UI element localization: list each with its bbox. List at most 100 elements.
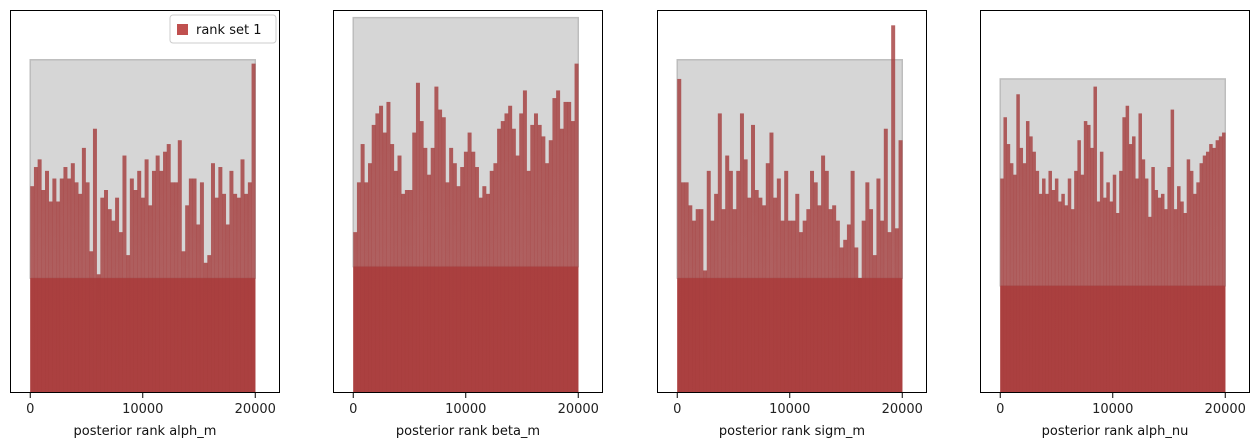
histogram-bar <box>155 155 160 393</box>
histogram-bar <box>1164 209 1168 393</box>
histogram-bar <box>45 170 49 393</box>
histogram-bar <box>556 90 561 394</box>
histogram-bar <box>70 163 75 393</box>
histogram-bar <box>791 220 796 393</box>
histogram-bar <box>1051 190 1056 393</box>
histogram-bar <box>41 190 46 393</box>
histogram-bar <box>530 124 535 394</box>
histogram-bar <box>1035 170 1040 393</box>
axes-frame <box>980 10 1250 393</box>
histogram-bar <box>692 220 696 393</box>
histogram-bar <box>754 190 759 393</box>
histogram-bar <box>802 220 807 393</box>
histogram-bar <box>1016 94 1020 393</box>
histogram-bar <box>196 224 201 393</box>
histogram-bar <box>33 167 38 393</box>
histogram-bar <box>236 197 241 393</box>
histogram-bar <box>1218 136 1223 393</box>
histogram-bar <box>430 147 435 393</box>
histogram-bar <box>1128 144 1133 393</box>
histogram-bar <box>1125 105 1130 393</box>
histogram-bar <box>1177 186 1181 393</box>
histogram-bar <box>1186 159 1191 393</box>
histogram-bar <box>1080 174 1085 393</box>
x-axis-label: posterior rank alph_m <box>74 424 217 439</box>
histogram-bar <box>159 170 164 393</box>
histogram-bar <box>1199 163 1204 393</box>
x-axis-label: posterior rank beta_m <box>396 424 540 439</box>
histogram-bar <box>452 163 457 393</box>
histogram-bar <box>360 144 365 393</box>
histogram-bar <box>1115 212 1120 393</box>
histogram-bar <box>74 182 79 393</box>
histogram-bar <box>210 163 215 393</box>
histogram-bar <box>1205 151 1210 393</box>
histogram-bar <box>1000 178 1004 393</box>
histogram-bar <box>1087 124 1091 394</box>
histogram-bar <box>810 170 815 393</box>
histogram-bar <box>356 182 361 393</box>
histogram-bar <box>717 113 722 393</box>
histogram-bar <box>824 170 829 393</box>
histogram-bar <box>225 224 230 393</box>
histogram-bar <box>63 167 68 393</box>
histogram-bar <box>1135 178 1139 393</box>
histogram-bar <box>563 101 568 394</box>
histogram-bar <box>1090 147 1094 393</box>
histogram-bar <box>1151 167 1155 393</box>
histogram-bar <box>1196 182 1200 393</box>
histogram-bar <box>688 205 693 393</box>
histogram-bar <box>1013 174 1017 393</box>
histogram-bar <box>393 170 398 393</box>
histogram-bar <box>846 224 851 393</box>
histogram-bar <box>177 140 182 393</box>
histogram-bar <box>880 220 885 393</box>
histogram-bar <box>857 278 862 393</box>
histogram-bar <box>843 239 848 393</box>
histogram-bar <box>798 232 803 393</box>
histogram-bar <box>1067 178 1072 393</box>
histogram-bar <box>1025 121 1030 393</box>
axes-frame <box>10 10 280 393</box>
histogram-bar <box>769 132 774 393</box>
histogram-bar <box>118 232 123 393</box>
histogram-bar <box>126 255 131 393</box>
histogram-bar <box>78 193 83 393</box>
histogram-bar <box>887 232 892 393</box>
histogram-bar <box>1042 178 1046 393</box>
histogram-bar <box>56 201 61 393</box>
histogram-bar <box>404 190 409 393</box>
histogram-bar <box>67 178 72 393</box>
histogram-bar <box>787 220 792 393</box>
histogram-bar <box>695 209 700 393</box>
histogram-bar <box>1003 117 1007 394</box>
histogram-bar <box>784 170 789 393</box>
histogram-bar <box>861 220 866 393</box>
histogram-bar <box>412 132 417 393</box>
histogram-bar <box>1106 182 1110 393</box>
histogram-bar <box>1157 197 1162 393</box>
histogram-bar <box>92 128 97 394</box>
histogram-bar <box>747 197 752 393</box>
histogram-bar <box>1096 201 1101 393</box>
histogram-bar <box>552 98 557 393</box>
chart-panel-2: 0 10000 20000 posterior rank beta_m <box>333 10 603 439</box>
histogram-bar <box>850 170 855 393</box>
histogram-bar <box>218 167 223 393</box>
histogram-bar <box>869 209 874 393</box>
histogram-bar <box>876 178 881 393</box>
histogram-bar <box>493 163 498 393</box>
histogram-bar <box>107 209 112 393</box>
histogram-bar <box>1070 209 1075 393</box>
histogram-bar <box>780 220 785 393</box>
histogram-bar <box>85 182 90 393</box>
histogram-bar <box>486 193 491 393</box>
histogram-bar <box>214 197 219 393</box>
histogram-bar <box>1109 201 1114 393</box>
histogram-bar <box>478 197 483 393</box>
histogram-bar <box>96 274 101 393</box>
histogram-bar <box>828 209 833 393</box>
x-tick-label: 20000 <box>235 402 276 417</box>
histogram-bar <box>537 124 542 394</box>
histogram-bar <box>163 151 168 393</box>
